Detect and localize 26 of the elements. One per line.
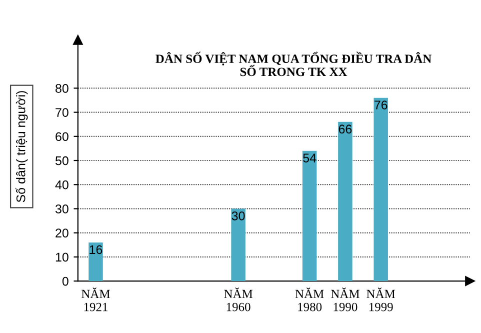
data-label: 54 (303, 154, 316, 162)
bar (88, 242, 103, 282)
x-tick-label: NĂM 1921 (82, 288, 110, 312)
y-tick-label: 40 (55, 180, 68, 190)
data-label: 30 (232, 211, 245, 220)
data-label: 76 (374, 100, 388, 110)
y-tick-label: 60 (56, 132, 68, 142)
y-tick-label: 30 (55, 204, 68, 214)
data-label: 66 (338, 124, 352, 134)
y-axis-title: Số dân( triệu người) (16, 91, 28, 202)
x-tick-label: NĂM 1999 (366, 288, 396, 312)
y-tick-label: 0 (62, 276, 68, 286)
text: DÂN SỐ VIỆT NAM QUA TỔNG ĐIỀU TRA DÂN SỐ TRONG TK XX (156, 52, 432, 76)
data-label: 16 (90, 245, 102, 254)
bar (338, 122, 352, 282)
bar (374, 98, 388, 282)
bar (302, 150, 317, 282)
y-tick-label: 20 (56, 228, 68, 238)
y-tick-label: 70 (56, 108, 68, 117)
x-tick-label: NĂM 1990 (330, 288, 360, 312)
x-tick-label: NĂM 1960 (224, 288, 253, 312)
x-tick-label: NĂM 1980 (295, 288, 324, 312)
y-tick-label: 80 (56, 84, 68, 93)
y-tick-label: 10 (56, 252, 68, 262)
y-tick-label: 50 (55, 156, 68, 166)
bar (231, 208, 246, 282)
